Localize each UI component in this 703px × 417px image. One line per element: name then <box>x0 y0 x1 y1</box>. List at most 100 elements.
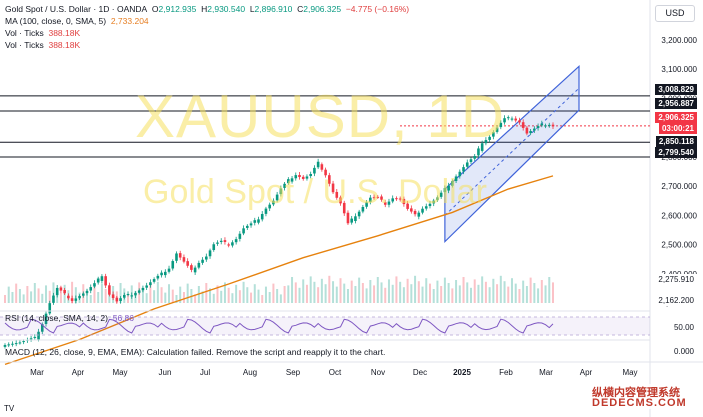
volume-bar <box>227 287 230 303</box>
candle-body <box>22 341 25 343</box>
volume-bar <box>59 293 62 303</box>
level-tag-2: 2,956.887 <box>655 98 697 109</box>
x-tick-label: May <box>112 368 127 377</box>
vol2-label: Vol · Ticks <box>5 40 44 50</box>
candle-body <box>193 267 197 273</box>
candle-body <box>320 164 324 170</box>
candle-body <box>223 240 227 242</box>
symbol-legend[interactable]: Gold Spot / U.S. Dollar · 1D · OANDA O2,… <box>5 4 409 14</box>
volume-bar <box>212 293 215 303</box>
volume-bar <box>522 280 525 303</box>
rsi-legend[interactable]: RSI (14, close, SMA, 14, 2) 56.86 <box>5 313 134 323</box>
candle-body <box>264 208 268 214</box>
volume-bar <box>320 278 323 303</box>
volume-bar <box>305 284 308 303</box>
candle-body <box>160 272 163 276</box>
candle-body <box>175 253 178 261</box>
volume-bar <box>30 291 33 303</box>
volume-bar <box>127 293 130 303</box>
volume-bar <box>52 282 55 303</box>
volume-bar <box>18 289 21 303</box>
candle-body <box>249 223 253 226</box>
candle-body <box>458 171 462 177</box>
volume-bar <box>238 290 241 303</box>
candle-body <box>59 287 63 291</box>
volume-bar <box>291 277 294 303</box>
ma-legend[interactable]: MA (100, close, 0, SMA, 5) 2,733.204 <box>5 16 149 26</box>
x-tick-label: Mar <box>539 368 553 377</box>
currency-button[interactable]: USD <box>655 5 695 22</box>
candle-body <box>410 208 413 212</box>
volume-legend-2[interactable]: Vol · Ticks 388.18K <box>5 40 80 50</box>
candle-body <box>122 294 126 298</box>
volume-bar <box>194 294 197 303</box>
candle-body <box>424 206 428 209</box>
volume-bar <box>97 292 100 303</box>
level-tag-6: 2,162.200 <box>655 295 697 306</box>
candle-body <box>216 242 219 244</box>
volume-bar <box>86 289 89 303</box>
volume-bar <box>473 279 476 303</box>
candle-body <box>298 174 301 178</box>
candle-body <box>376 196 380 198</box>
candle-body <box>380 196 383 200</box>
rsi-label: RSI (14, close, SMA, 14, 2) <box>5 313 108 323</box>
volume-bar <box>466 282 469 303</box>
candle-body <box>506 117 510 119</box>
volume-bar <box>168 284 171 303</box>
volume-bar <box>160 287 163 303</box>
volume-bar <box>425 278 428 303</box>
candle-body <box>7 344 11 346</box>
volume-bar <box>488 287 491 303</box>
candle-body <box>33 336 37 338</box>
candle-body <box>246 225 249 228</box>
volume-bar <box>548 277 551 303</box>
volume-bar <box>242 281 245 303</box>
volume-bar <box>373 285 376 303</box>
volume-bar <box>346 289 349 303</box>
level-tag-5: 2,275.910 <box>655 274 697 285</box>
volume-bar <box>402 287 405 303</box>
candle-body <box>96 278 100 283</box>
candle-body <box>141 287 145 291</box>
candle-body <box>357 211 361 217</box>
volume-bar <box>496 284 499 303</box>
candle-body <box>469 159 473 162</box>
candle-body <box>197 262 201 268</box>
level-tag-4: 2,799.540 <box>655 147 697 158</box>
candle-body <box>104 276 107 286</box>
volume-bar <box>11 292 14 303</box>
tradingview-logo[interactable]: TV <box>4 404 15 413</box>
candle-body <box>182 257 186 262</box>
candle-body <box>137 290 141 293</box>
candle-body <box>473 156 477 159</box>
candle-body <box>510 118 514 120</box>
volume-bar <box>119 283 122 303</box>
y-tick-label: 2,600.000 <box>661 211 697 220</box>
candle-body <box>499 122 503 128</box>
volume-bar <box>156 281 159 303</box>
candle-body <box>81 293 85 296</box>
volume-bar <box>343 283 346 303</box>
candle-body <box>149 282 152 286</box>
candle-body <box>272 200 275 205</box>
low-value: 2,896.910 <box>254 4 293 14</box>
volume-bar <box>484 281 487 303</box>
volume-bar <box>45 285 48 303</box>
volume-bar <box>268 292 271 303</box>
volume-legend-1[interactable]: Vol · Ticks 388.18K <box>5 28 80 38</box>
candle-body <box>331 183 335 193</box>
volume-bar <box>33 283 36 303</box>
candle-body <box>518 120 521 123</box>
volume-bar <box>317 287 320 303</box>
candle-body <box>40 324 44 332</box>
volume-bar <box>451 288 454 303</box>
volume-bar <box>279 294 282 303</box>
candle-body <box>100 276 104 281</box>
candle-body <box>324 169 327 176</box>
candle-body <box>525 127 529 134</box>
volume-bar <box>104 289 107 303</box>
volume-bar <box>384 287 387 303</box>
